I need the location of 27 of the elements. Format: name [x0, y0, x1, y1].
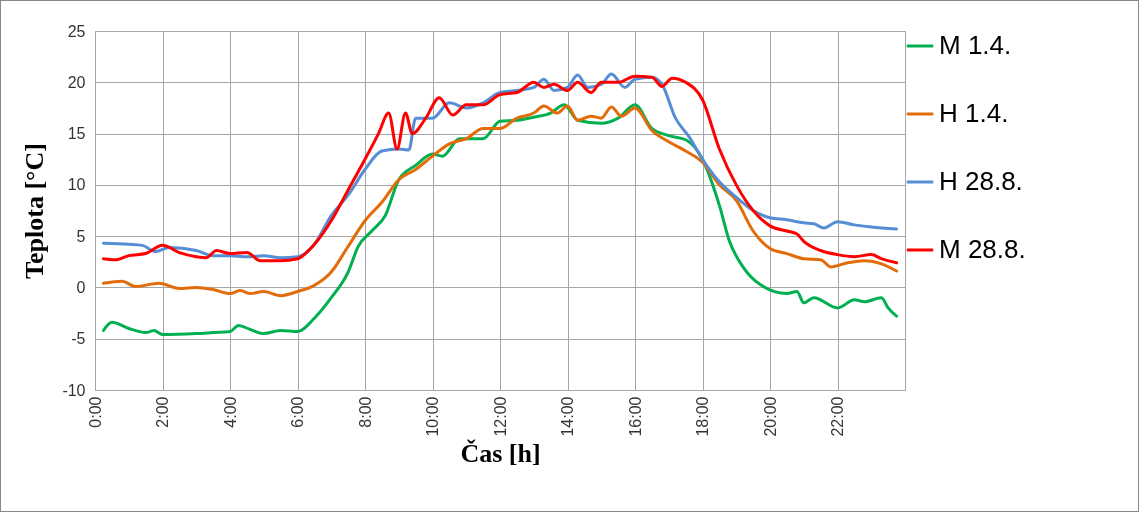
y-axis-title: Teplota [°C] — [20, 143, 50, 279]
legend-label: H 1.4. — [939, 98, 1009, 128]
x-tick-label: 10:00 — [424, 396, 441, 437]
y-tick-label: -10 — [62, 381, 86, 399]
y-tick-label: 20 — [67, 73, 86, 91]
y-tick-label: 25 — [67, 22, 86, 40]
y-tick-label: 15 — [67, 125, 86, 143]
x-tick-label: 12:00 — [491, 396, 509, 437]
line-series — [101, 104, 899, 298]
y-tick-label: 0 — [76, 278, 86, 296]
x-tick-label: 20:00 — [761, 396, 779, 437]
x-tick-label: 4:00 — [221, 396, 239, 428]
x-tick-label: 22:00 — [829, 396, 846, 437]
x-tick-label: 0:00 — [86, 396, 104, 428]
legend-label: M 1.4. — [939, 30, 1012, 60]
legend-label: M 28.8. — [939, 234, 1026, 264]
legend-label: H 28.8. — [939, 166, 1023, 196]
x-tick-label: 2:00 — [154, 396, 171, 428]
x-tick-label: 6:00 — [289, 396, 306, 428]
x-tick-label: 8:00 — [356, 396, 374, 428]
y-tick-label: 5 — [76, 227, 86, 245]
x-tick-label: 14:00 — [559, 396, 576, 437]
y-tick-label: 10 — [67, 176, 86, 194]
y-tick-label: -5 — [71, 330, 86, 348]
x-axis-title: Čas [h] — [460, 438, 541, 468]
x-tick-label: 18:00 — [694, 396, 711, 437]
x-tick-label: 16:00 — [626, 396, 644, 437]
